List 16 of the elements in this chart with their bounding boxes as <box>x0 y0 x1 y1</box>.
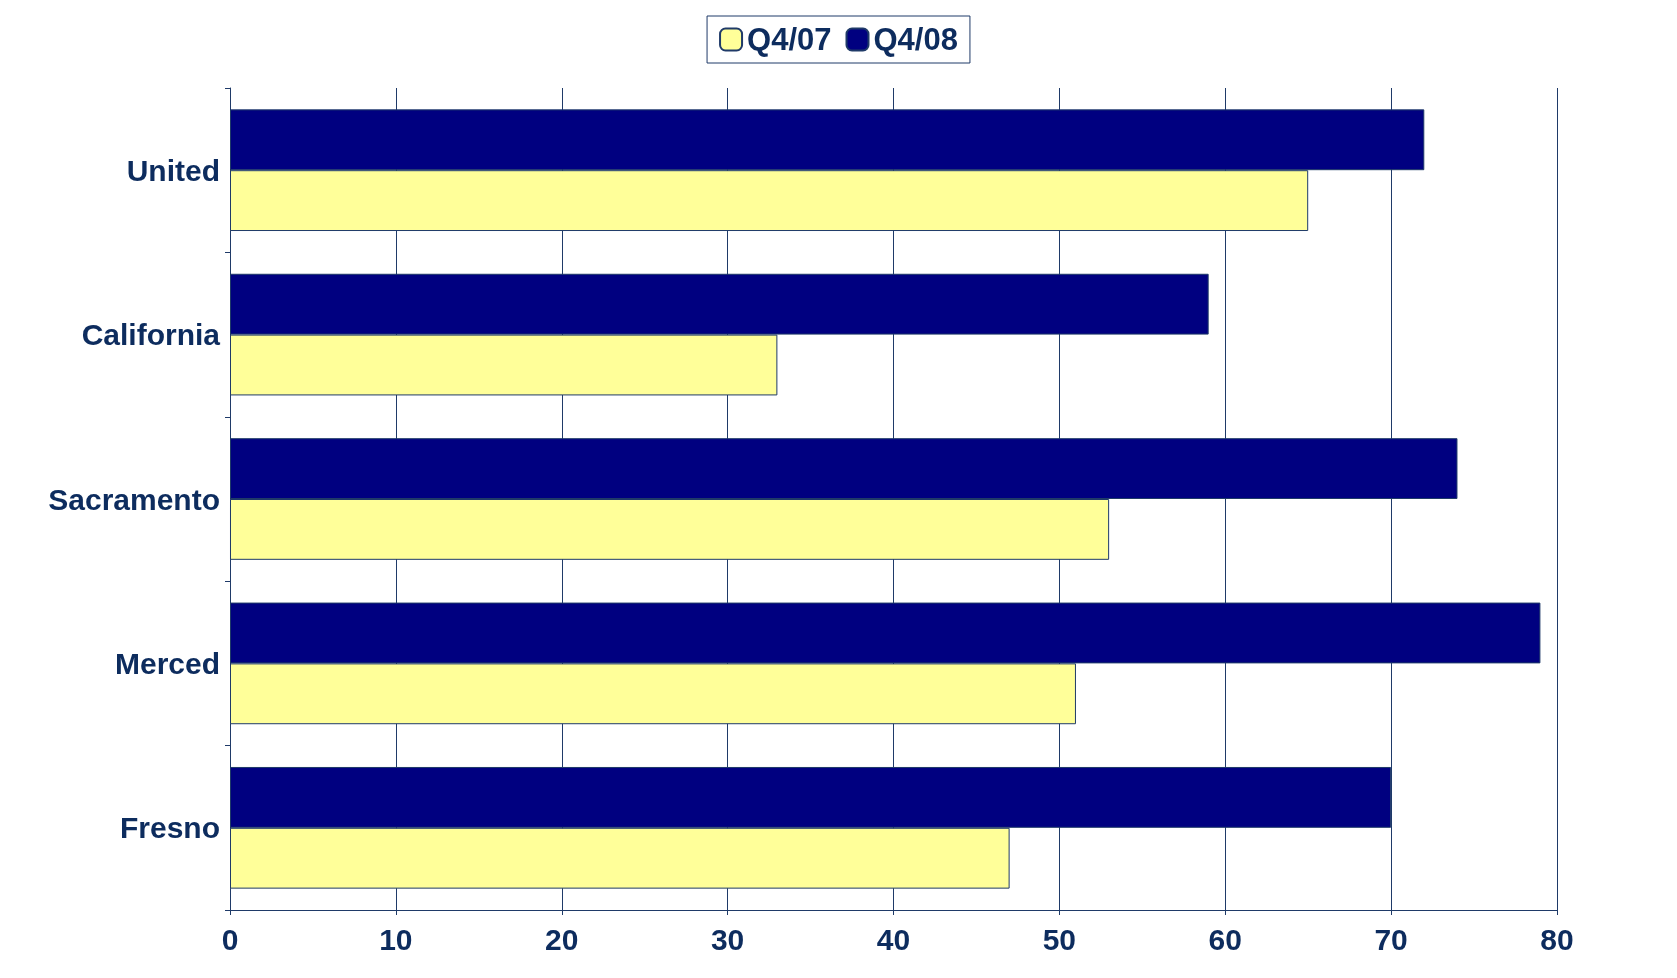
legend-label: Q4/07 <box>747 22 832 57</box>
y-tick-label: Fresno <box>119 811 220 845</box>
x-tick-label: 50 <box>1042 922 1077 956</box>
x-tick-label: 60 <box>1208 922 1242 956</box>
x-tick-label: 40 <box>876 922 911 956</box>
y-tick-label: United <box>126 153 220 187</box>
y-tick-label: Sacramento <box>48 482 220 516</box>
x-tick-label: 20 <box>545 922 579 956</box>
y-tick-label: California <box>81 318 221 352</box>
y-tick-label: Merced <box>114 646 220 680</box>
x-tick-label: 30 <box>710 922 745 956</box>
x-tick-label: 70 <box>1374 922 1408 956</box>
x-tick-label: 10 <box>379 922 413 956</box>
x-tick-label: 80 <box>1540 922 1574 956</box>
legend-label: Q4/08 <box>873 22 958 57</box>
x-tick-label: 0 <box>221 922 239 956</box>
